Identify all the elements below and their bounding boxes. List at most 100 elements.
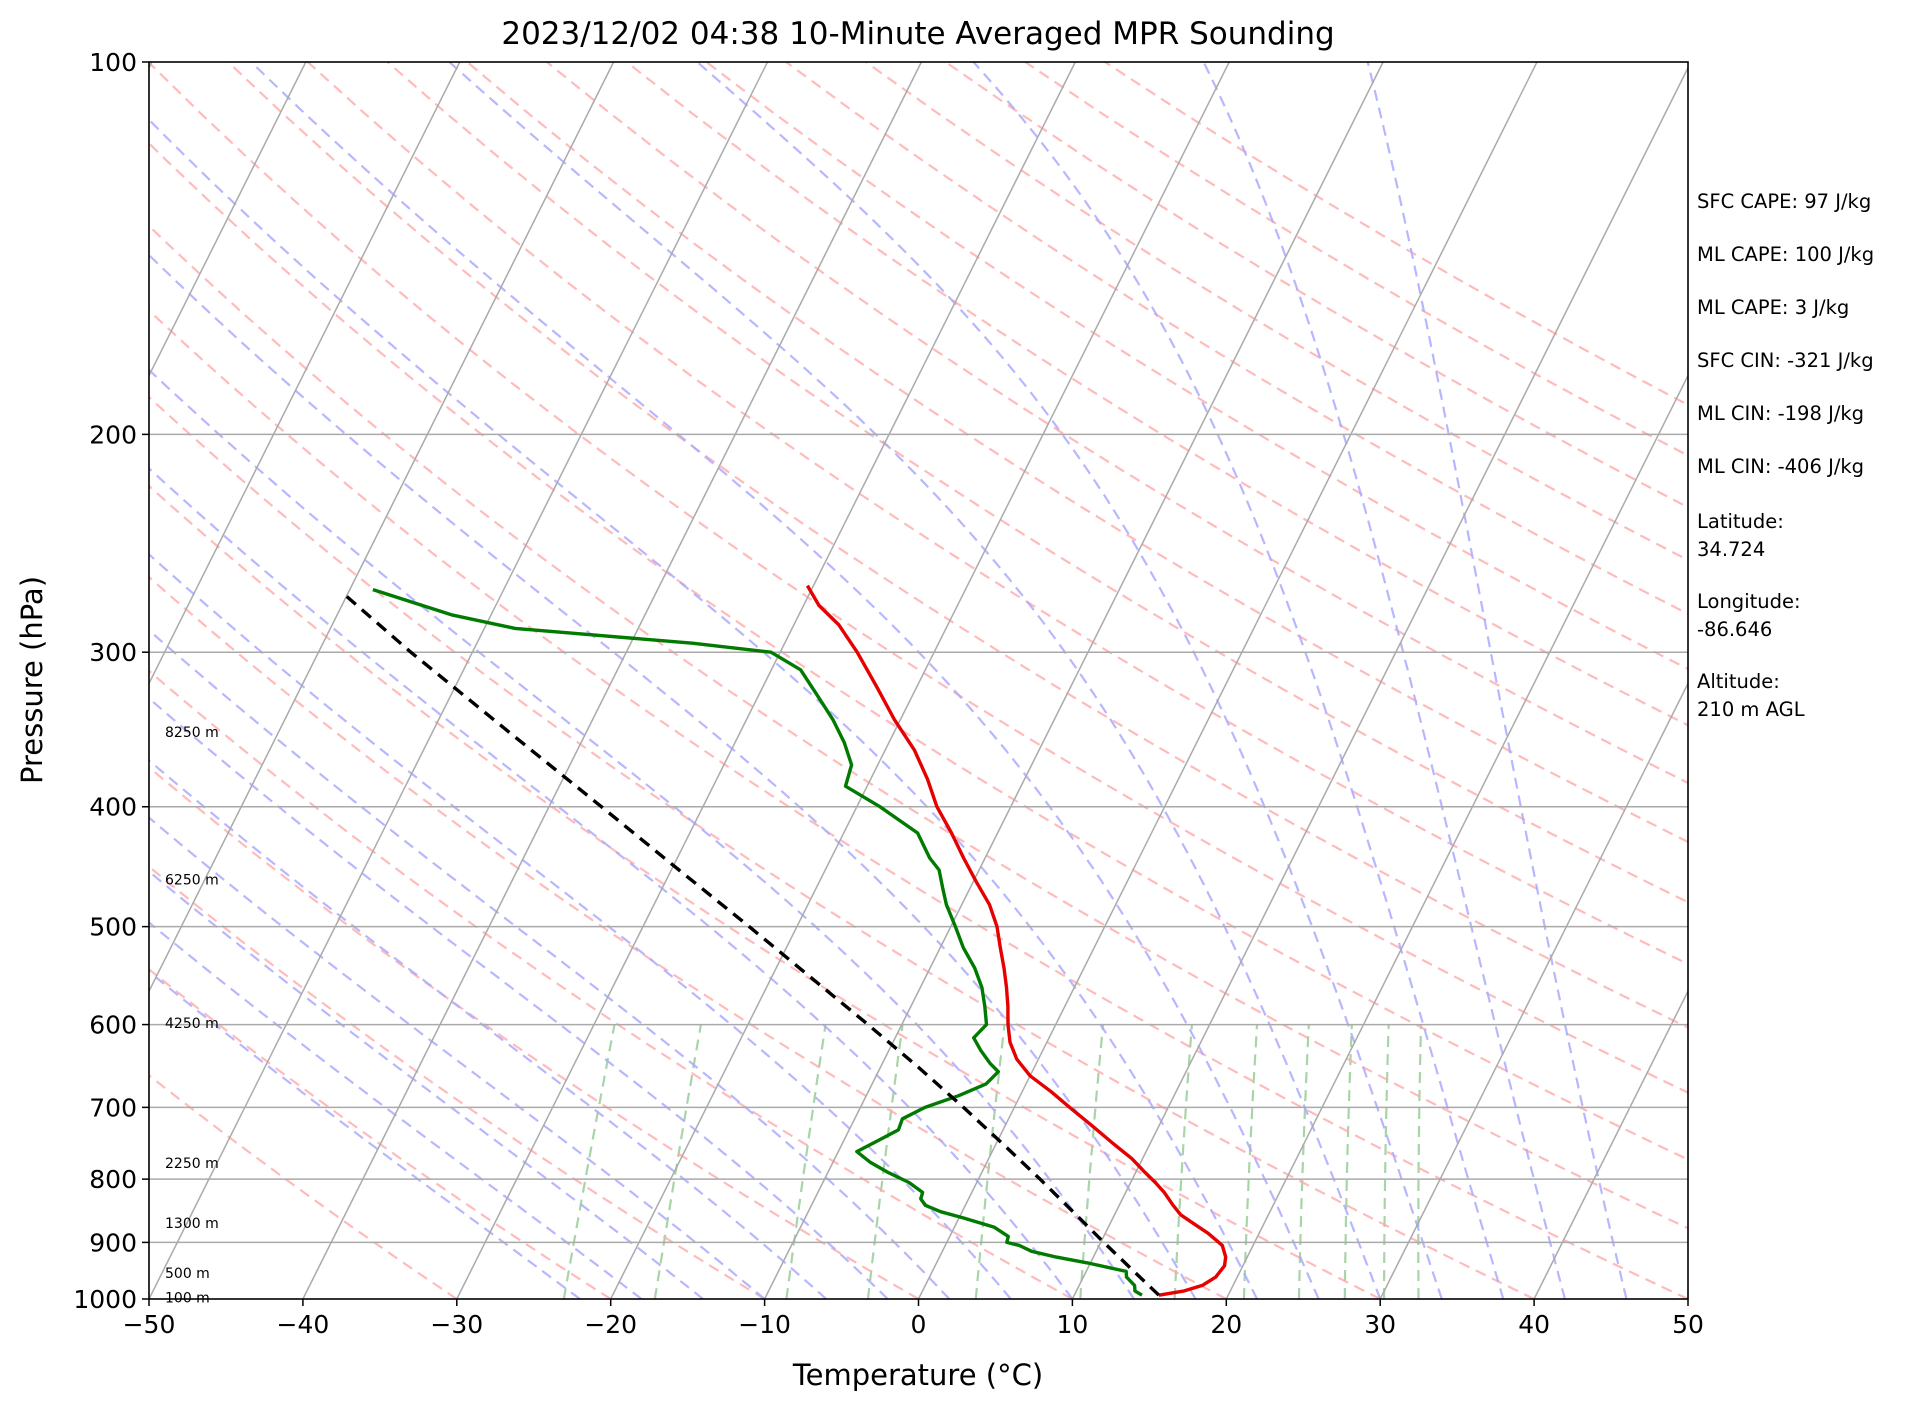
chart-title: 2023/12/02 04:38 10-Minute Averaged MPR … bbox=[501, 16, 1334, 52]
height-label: 1300 m bbox=[165, 1216, 219, 1232]
mixing-ratio-line bbox=[1079, 1024, 1105, 1299]
height-label: 500 m bbox=[165, 1266, 210, 1282]
moist-adiabat-line bbox=[149, 466, 1074, 1299]
mixing-ratio-line bbox=[974, 1024, 1006, 1299]
moist-adiabat-line bbox=[149, 368, 1135, 1299]
moist-adiabat-line bbox=[149, 970, 581, 1299]
mixing-ratio-line bbox=[653, 1024, 702, 1299]
dry-adiabat-line bbox=[149, 765, 920, 1299]
dry-adiabat-line bbox=[149, 865, 766, 1299]
moist-adiabat-line bbox=[149, 921, 643, 1299]
moist-adiabat-line bbox=[149, 696, 889, 1299]
height-label: 8250 m bbox=[165, 725, 219, 741]
isotherm-line bbox=[1225, 373, 1688, 1299]
x-tick-label: 50 bbox=[1672, 1310, 1704, 1339]
dry-adiabat-line bbox=[466, 62, 1688, 844]
mixing-ratio-line bbox=[866, 1024, 904, 1299]
y-tick-label: 1000 bbox=[73, 1285, 137, 1314]
parcel-trace bbox=[339, 590, 1161, 1297]
isotherm-line bbox=[610, 62, 1230, 1299]
y-tick-label: 500 bbox=[89, 913, 137, 942]
mixing-ratio-line bbox=[1173, 1024, 1193, 1299]
info-altitude: Altitude: 210 m AGL bbox=[1697, 670, 1805, 721]
x-tick-label: 20 bbox=[1210, 1310, 1242, 1339]
isotherm-line bbox=[149, 62, 615, 993]
mixing-ratio-line bbox=[785, 1024, 827, 1299]
x-tick-label: −10 bbox=[738, 1310, 791, 1339]
isotherm-line bbox=[1379, 681, 1688, 1299]
mixing-ratio-line bbox=[1242, 1024, 1259, 1299]
mixing-ratio-line bbox=[1417, 1024, 1423, 1299]
dry-adiabat-line bbox=[227, 62, 1688, 1029]
moist-adiabat-line bbox=[250, 62, 1320, 1299]
isotherm-line bbox=[763, 62, 1384, 1299]
isobar-grid bbox=[149, 433, 1688, 1244]
isotherm-line bbox=[917, 62, 1538, 1299]
height-labels: 100 m 500 m 1300 m 2250 m 4250 m 6250 m 8250 m bbox=[165, 725, 219, 1306]
dry-adiabat-line bbox=[625, 62, 1688, 727]
y-tick-label: 800 bbox=[89, 1165, 137, 1194]
temperature-trace bbox=[805, 584, 1228, 1297]
height-label: 4250 m bbox=[165, 1016, 219, 1032]
x-tick-label: −40 bbox=[277, 1310, 330, 1339]
moist-adiabat-line bbox=[149, 816, 766, 1299]
isotherm-line bbox=[302, 62, 923, 1299]
dry-adiabat-line bbox=[149, 62, 1688, 1094]
y-axis-label: Pressure (hPa) bbox=[15, 576, 49, 784]
isotherm-line bbox=[149, 62, 461, 686]
moist-adiabat-line bbox=[1366, 62, 1628, 1299]
height-label: 100 m bbox=[165, 1290, 210, 1306]
x-tick-label: −30 bbox=[430, 1310, 483, 1339]
sounding-traces bbox=[339, 584, 1228, 1297]
y-tick-label: 600 bbox=[89, 1011, 137, 1040]
moist-adiabat-line bbox=[1202, 62, 1566, 1299]
moist-adiabat-line bbox=[149, 628, 951, 1299]
dry-adiabat-line bbox=[149, 224, 1688, 1230]
info-ml-cape: ML CAPE: 100 J/kg bbox=[1697, 243, 1875, 266]
moist-adiabat-line bbox=[149, 253, 1197, 1299]
dry-adiabat-line bbox=[149, 1073, 458, 1299]
moist-adiabat-line bbox=[972, 62, 1505, 1299]
mixing-ratio-line bbox=[1383, 1024, 1390, 1299]
mixing-ratio-line bbox=[562, 1024, 616, 1299]
mixing-ratio-line bbox=[1343, 1024, 1353, 1299]
moist-adiabat-line bbox=[149, 118, 1259, 1299]
y-tick-label: 200 bbox=[89, 420, 137, 449]
info-sfc-cape: SFC CAPE: 97 J/kg bbox=[1697, 190, 1872, 213]
dry-adiabat-line bbox=[386, 62, 1688, 904]
dry-adiabat-line bbox=[149, 575, 1227, 1299]
x-axis-label: Temperature (°C) bbox=[792, 1358, 1043, 1392]
info-ml-cin-2: ML CIN: -406 J/kg bbox=[1697, 455, 1865, 478]
dry-adiabat-line bbox=[546, 62, 1688, 785]
x-tick-label: 40 bbox=[1518, 1310, 1550, 1339]
moist-adiabat-line bbox=[448, 62, 1382, 1299]
background-lines bbox=[149, 62, 1688, 1299]
x-tick-label: 0 bbox=[911, 1310, 927, 1339]
plot-frame bbox=[148, 61, 1689, 1300]
x-tick-label: −50 bbox=[123, 1310, 176, 1339]
dry-adiabat-line bbox=[149, 669, 1073, 1299]
isotherm-line bbox=[1533, 989, 1688, 1299]
dry-adiabat-line bbox=[149, 308, 1688, 1299]
isotherm-line bbox=[149, 62, 307, 378]
y-tick-label: 900 bbox=[89, 1228, 137, 1257]
info-longitude: Longitude: -86.646 bbox=[1697, 590, 1801, 641]
y-tick-label: 100 bbox=[89, 48, 137, 77]
isotherm-line bbox=[456, 62, 1076, 1299]
dry-adiabat-line bbox=[149, 141, 1688, 1161]
height-label: 2250 m bbox=[165, 1156, 219, 1172]
dry-adiabat-line bbox=[307, 62, 1688, 966]
moist-adiabat-line bbox=[149, 869, 704, 1299]
isotherm-line bbox=[149, 62, 769, 1299]
dry-adiabat-line bbox=[705, 62, 1688, 671]
info-ml-cin: ML CIN: -198 J/kg bbox=[1697, 402, 1865, 425]
dewpoint-trace bbox=[372, 587, 1143, 1297]
y-tick-label: 700 bbox=[89, 1093, 137, 1122]
x-tick-label: 30 bbox=[1364, 1310, 1396, 1339]
x-tick-label: −20 bbox=[584, 1310, 637, 1339]
moist-adiabat-line bbox=[149, 552, 1012, 1299]
moist-adiabat-line bbox=[696, 62, 1443, 1299]
info-latitude: Latitude: 34.724 bbox=[1697, 510, 1784, 561]
